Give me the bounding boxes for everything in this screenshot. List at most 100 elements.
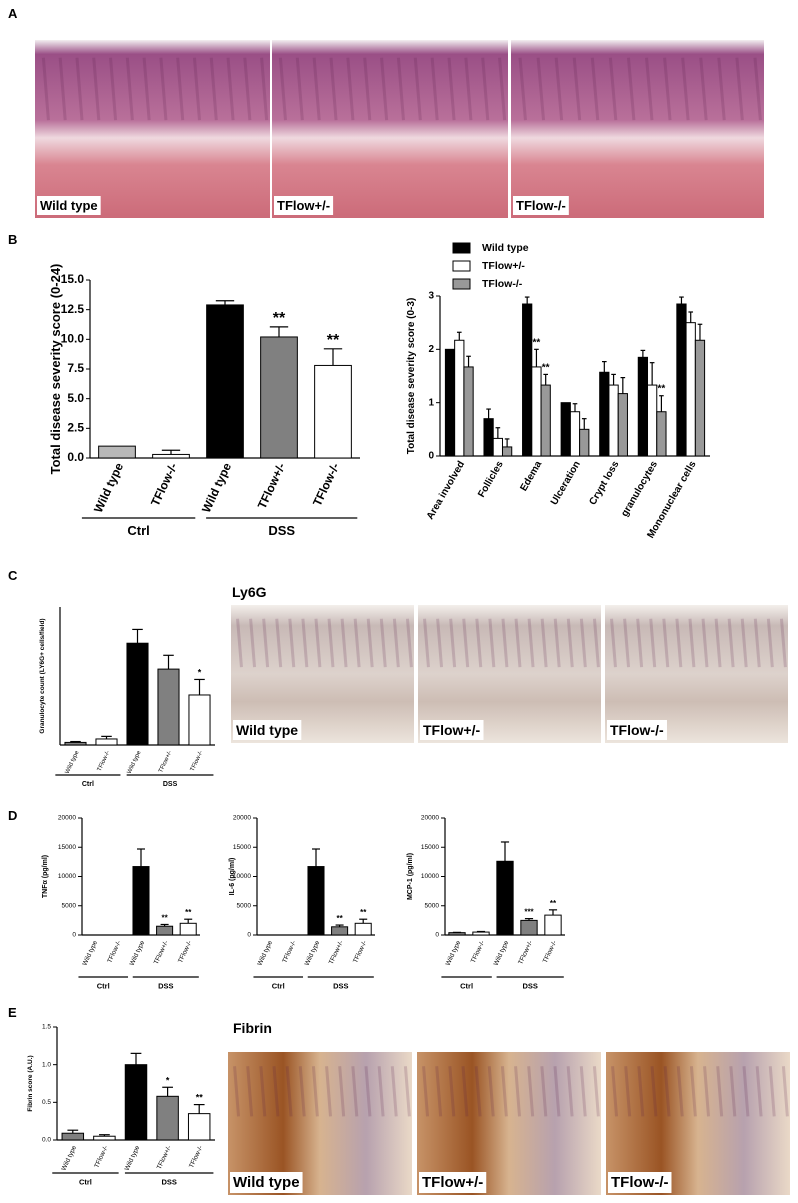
tissue-texture [742, 1066, 750, 1117]
tissue-texture [701, 618, 709, 668]
tissue-texture [226, 57, 235, 121]
tissue-texture [125, 57, 134, 121]
tissue-texture [781, 1066, 789, 1117]
x-tick-label: TFlow-/- [190, 750, 205, 772]
tissue-texture [312, 57, 321, 121]
y-tick-label: 2 [428, 344, 434, 355]
histology-image [606, 1052, 790, 1195]
bar [540, 384, 551, 457]
x-tick-label: TFlow-/- [352, 940, 368, 965]
panel-letter: D [8, 808, 17, 823]
x-tick-label: Crypt loss [587, 459, 621, 507]
tissue-texture [448, 1066, 456, 1117]
bar [157, 668, 180, 746]
y-tick-label: 1 [428, 397, 434, 408]
tissue-texture [608, 57, 618, 121]
significance: ** [161, 913, 168, 922]
tissue-texture [340, 618, 348, 668]
image-label: TFlow-/- [610, 722, 664, 738]
bar [676, 303, 687, 457]
tissue-texture [396, 57, 405, 121]
bar [98, 445, 136, 459]
x-tick-label: TFlow-/- [148, 461, 180, 509]
tissue-texture [610, 618, 617, 668]
bar [454, 339, 465, 457]
tissue-texture [233, 1066, 241, 1117]
x-tick-label: TFlow+/- [158, 750, 173, 774]
tissue-texture [192, 57, 201, 121]
tissue-texture [518, 57, 527, 121]
y-tick-label: 20000 [233, 815, 251, 822]
tissue-texture [623, 618, 631, 668]
significance: ** [542, 362, 550, 373]
tissue-texture [366, 618, 374, 668]
tissue-texture [636, 618, 644, 668]
tissue-texture [351, 1066, 359, 1117]
x-tick-label: TFlow+/- [153, 940, 170, 966]
tissue-texture [363, 57, 372, 121]
bar [599, 371, 610, 457]
tissue-texture [259, 1066, 267, 1117]
y-tick-label: 15000 [421, 844, 439, 851]
tissue-texture [590, 57, 600, 121]
group-label: Ctrl [272, 982, 285, 991]
x-tick-label: Wild type [445, 939, 463, 967]
tissue-texture [716, 1066, 724, 1117]
bar [463, 366, 474, 457]
group-label: DSS [161, 1178, 176, 1187]
y-tick-label: 12.5 [61, 302, 85, 316]
tissue-texture [430, 57, 439, 121]
tissue-texture [487, 1066, 495, 1117]
x-tick-label: Wild type [493, 939, 511, 967]
significance: ** [273, 310, 286, 327]
bar [531, 366, 542, 457]
x-tick-label: TFlow+/- [255, 461, 288, 511]
histology-image [511, 40, 764, 218]
x-tick-label: TFlow-/- [188, 1145, 204, 1170]
tissue-texture [663, 57, 672, 121]
bar [95, 738, 118, 746]
x-tick-label: granulocytes [619, 459, 660, 519]
x-tick-label: TFlow-/- [97, 750, 112, 772]
x-tick-label: Wild type [91, 460, 126, 514]
y-tick-label: 15000 [233, 844, 251, 851]
bar [260, 336, 298, 459]
bar [608, 384, 619, 457]
tissue-texture [681, 57, 690, 121]
legend-label: TFlow-/- [482, 278, 523, 290]
tissue-texture [592, 1066, 600, 1117]
significance: ** [533, 337, 541, 348]
tissue-texture [380, 57, 389, 121]
legend-swatch [452, 242, 471, 254]
x-tick-label: TFlow-/- [470, 940, 486, 965]
image-label: Wild type [236, 722, 298, 738]
significance: * [166, 1075, 170, 1085]
image-label-bg [37, 196, 101, 215]
y-axis-label: Total disease severity score (0-24) [48, 264, 63, 475]
tissue-texture [311, 1066, 319, 1117]
tissue-texture [572, 57, 582, 121]
tissue-texture [436, 618, 444, 668]
x-tick-label: TFlow-/- [177, 940, 193, 965]
tissue-texture [649, 618, 657, 668]
y-tick-label: 0.0 [67, 450, 84, 464]
group-label: DSS [268, 523, 295, 538]
y-tick-label: 10000 [421, 873, 439, 880]
tissue-texture [540, 618, 548, 668]
y-tick-label: 0 [247, 932, 251, 939]
group-label: Ctrl [460, 982, 473, 991]
tissue-texture [392, 618, 400, 668]
y-axis-label: Total disease severity score (0-3) [406, 298, 417, 455]
tissue-texture [753, 57, 762, 121]
image-label-bg [233, 720, 302, 740]
y-axis-label: IL-6 (pg/ml) [229, 858, 236, 896]
legend-label: Wild type [482, 242, 529, 254]
image-label-bg [513, 196, 569, 215]
significance: ** [360, 908, 367, 917]
bar [483, 418, 494, 457]
significance: ** [658, 384, 666, 395]
tissue-texture [536, 57, 546, 121]
bar [64, 741, 87, 746]
tissue-texture [209, 57, 218, 121]
